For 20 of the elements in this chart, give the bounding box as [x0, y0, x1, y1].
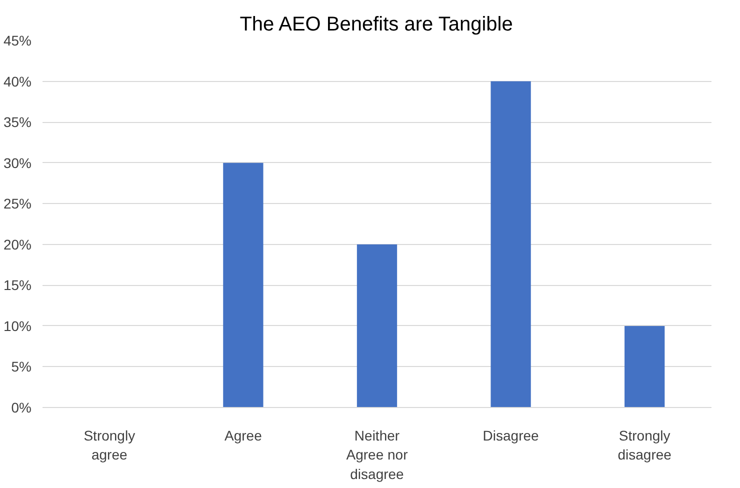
y-tick-label: 35%	[3, 114, 32, 130]
y-tick-label: 10%	[3, 318, 32, 334]
y-tick-label: 45%	[3, 32, 32, 48]
x-tick-label: Neither Agree nor disagree	[346, 428, 408, 482]
y-tick-label: 30%	[3, 154, 32, 171]
y-tick-label: 5%	[11, 358, 32, 375]
x-tick-label: Strongly agree	[84, 428, 136, 463]
y-tick-label: 25%	[3, 196, 32, 212]
x-tick-label: Strongly disagree	[618, 428, 672, 463]
y-tick-label: 15%	[3, 277, 32, 294]
x-tick-label: Disagree	[482, 428, 540, 444]
y-tick-label: 20%	[3, 236, 32, 252]
bar	[223, 162, 264, 408]
bar	[490, 81, 531, 408]
bar	[356, 244, 398, 408]
y-tick-label: 0%	[11, 400, 32, 416]
y-tick-label: 40%	[3, 73, 32, 90]
x-tick-label: Agree	[224, 428, 262, 444]
chart-title: The AEO Benefits are Tangible	[240, 14, 513, 36]
bar	[624, 326, 665, 408]
